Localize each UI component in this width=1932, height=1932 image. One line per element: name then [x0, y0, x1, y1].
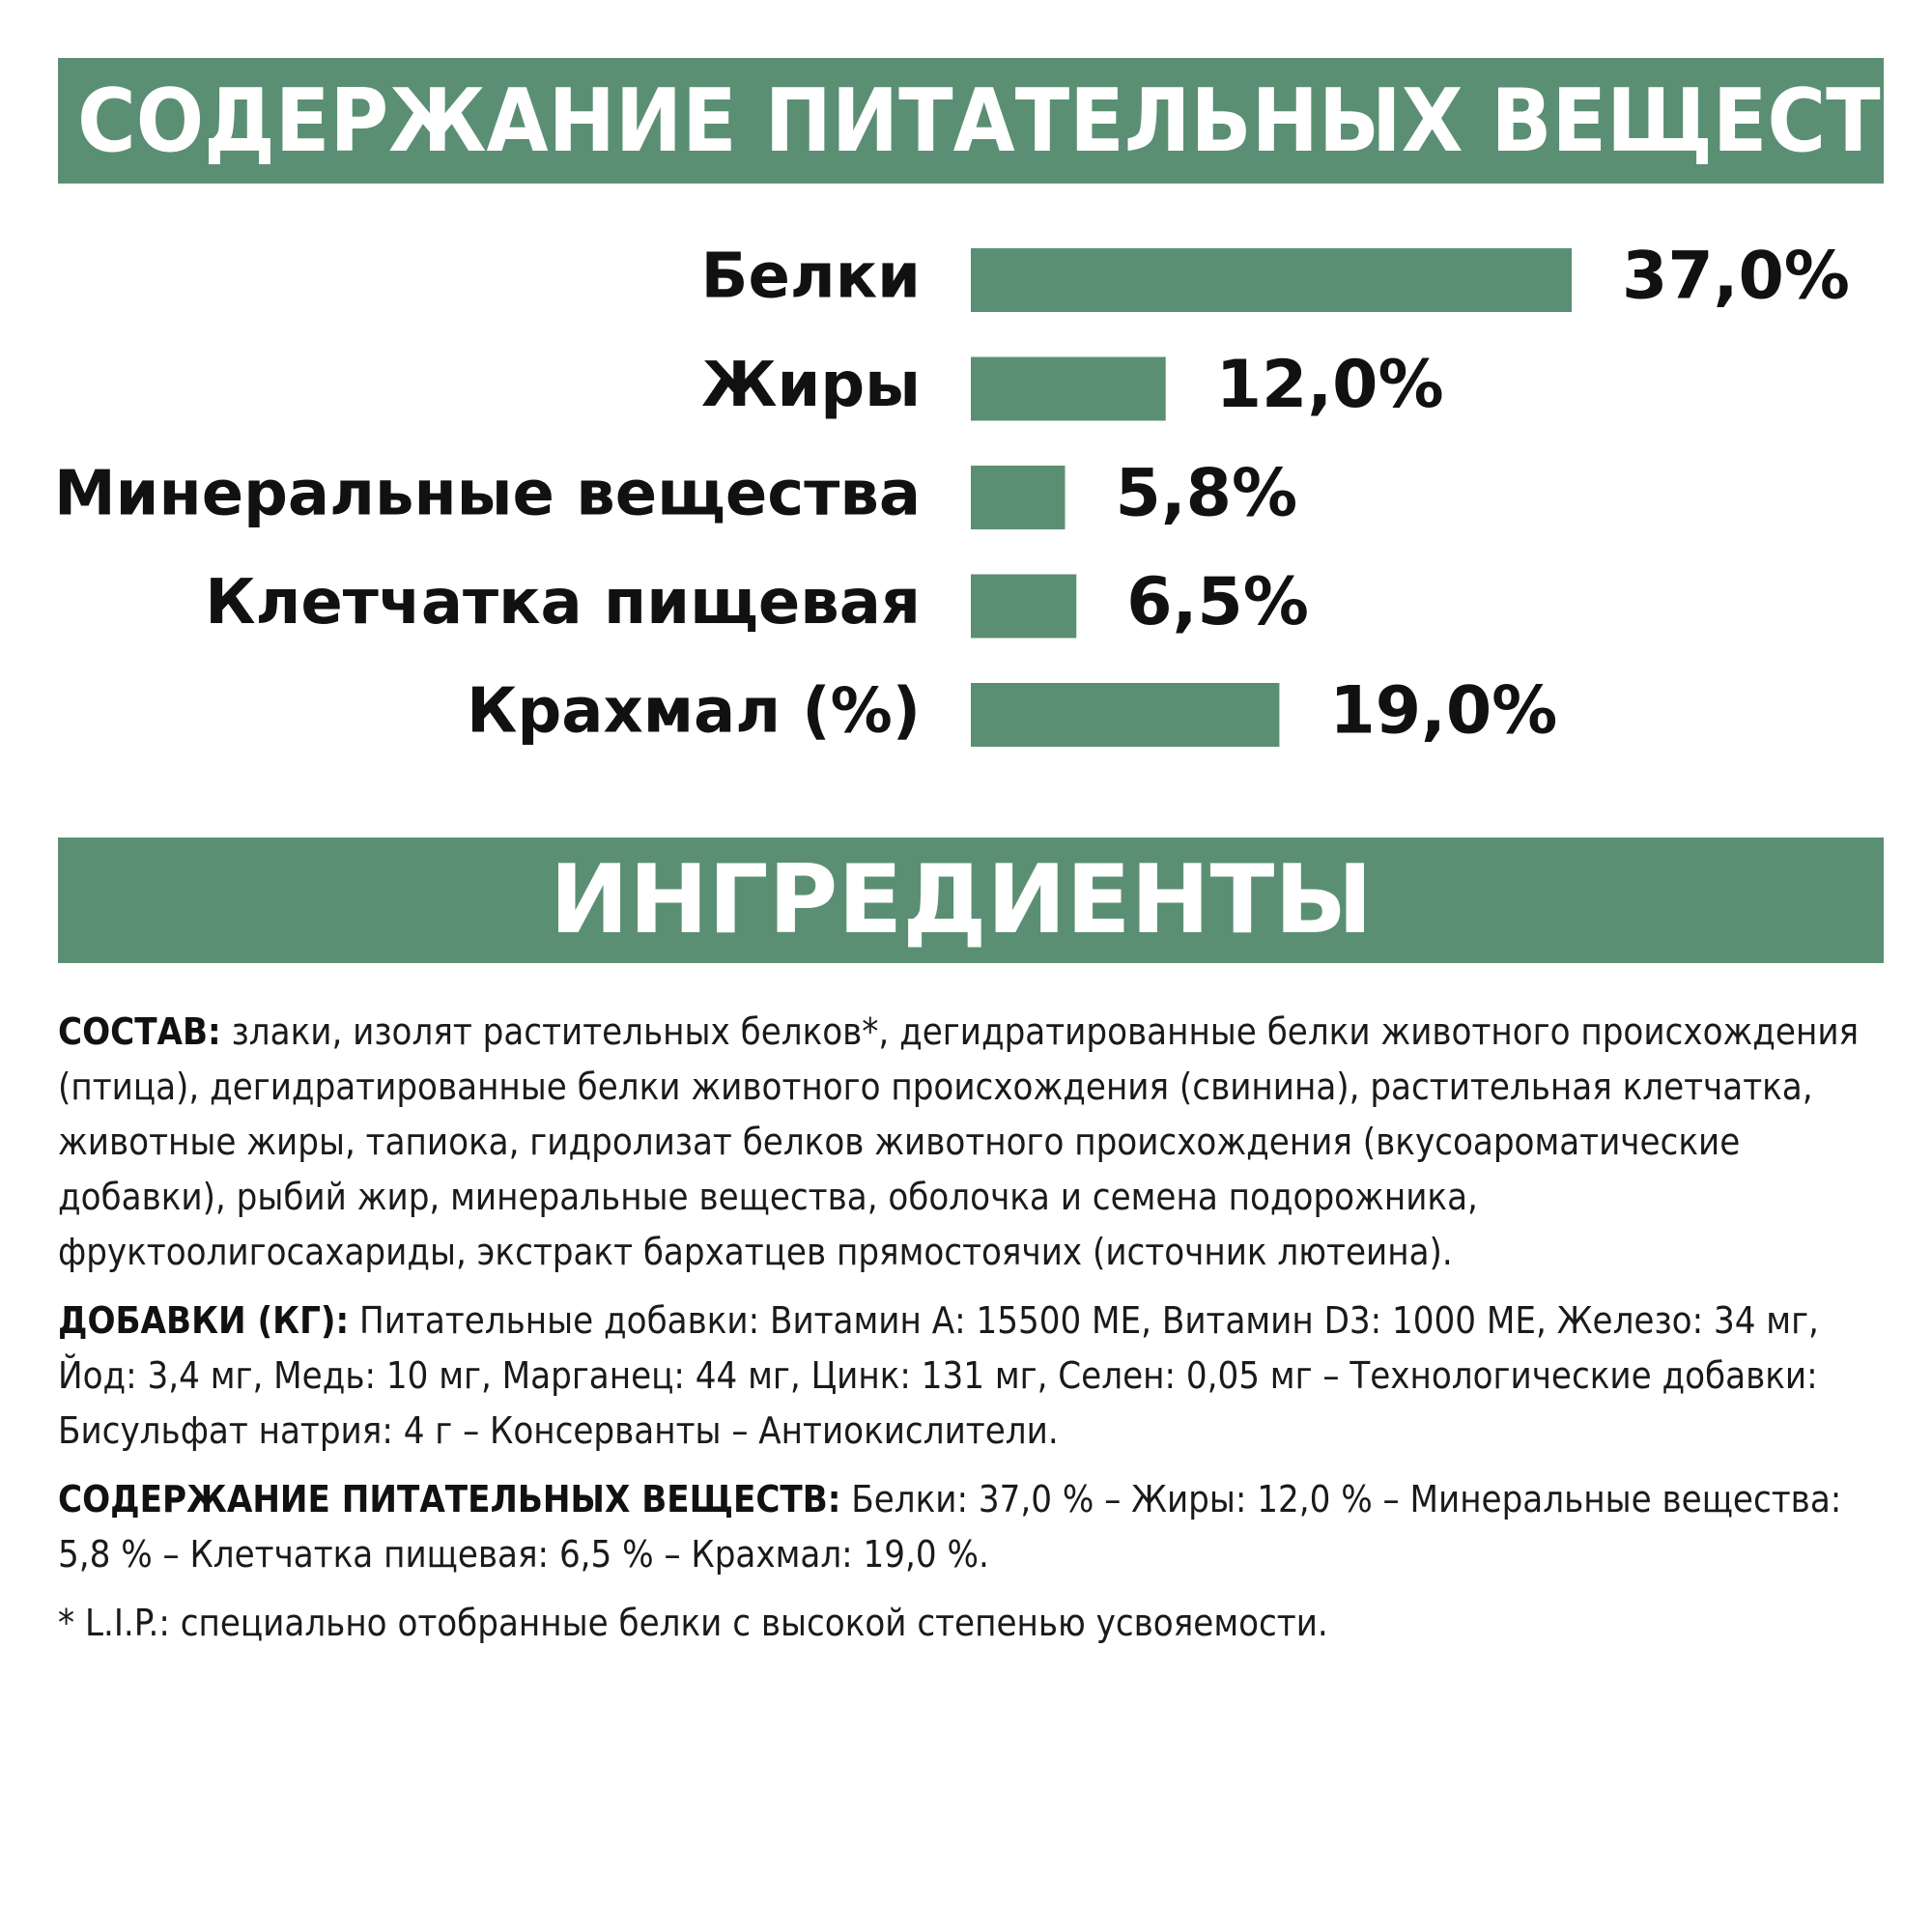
value-label: 5,8% — [1116, 456, 1298, 532]
ingredients-header-title: ИНГРЕДИЕНТЫ — [550, 845, 1373, 955]
bar — [971, 356, 1166, 421]
ingredients-header-banner: ИНГРЕДИЕНТЫ — [58, 838, 1884, 963]
nutrients-header-title: СОДЕРЖАНИЕ ПИТАТЕЛЬНЫХ ВЕЩЕСТВ — [77, 70, 1884, 172]
additives-label: ДОБАВКИ (КГ): — [58, 1299, 350, 1342]
nutrients-label: СОДЕРЖАНИЕ ПИТАТЕЛЬНЫХ ВЕЩЕСТВ: — [58, 1478, 841, 1520]
category-label: Белки — [701, 242, 921, 313]
composition-label: СОСТАВ: — [58, 1010, 221, 1053]
composition-paragraph: СОСТАВ: злаки, изолят растительных белко… — [58, 1005, 1884, 1280]
nutrients-header-banner: СОДЕРЖАНИЕ ПИТАТЕЛЬНЫХ ВЕЩЕСТВ — [58, 58, 1884, 184]
value-label: 12,0% — [1216, 347, 1444, 423]
value-label: 19,0% — [1329, 673, 1557, 750]
additives-paragraph: ДОБАВКИ (КГ): Питательные добавки: Витам… — [58, 1293, 1884, 1459]
category-label: Клетчатка пищевая — [205, 567, 921, 639]
nutrients-text: Белки: 37,0 % – Жиры: 12,0 % – Минеральн… — [58, 1478, 1842, 1576]
category-label: Крахмал (%) — [467, 676, 921, 748]
nutrient-bar-chart: Белки 37,0% Жиры 12,0% Минеральные вещества 5… — [54, 239, 1850, 750]
bar — [971, 466, 1065, 529]
value-label: 37,0% — [1622, 239, 1850, 315]
composition-text: злаки, изолят растительных белков*, деги… — [58, 1010, 1860, 1273]
bar — [971, 683, 1280, 747]
footnote: * L.I.P.: специально отобранные белки с … — [58, 1602, 1328, 1644]
bar — [971, 248, 1572, 312]
category-label: Жиры — [701, 350, 921, 421]
ingredients-section: СОСТАВ: злаки, изолят растительных белко… — [58, 1005, 1884, 1664]
bar — [971, 574, 1077, 639]
additives-text: Питательные добавки: Витамин А: 15500 МЕ… — [58, 1299, 1819, 1452]
category-label: Минеральные вещества — [54, 459, 921, 530]
nutrients-paragraph: СОДЕРЖАНИЕ ПИТАТЕЛЬНЫХ ВЕЩЕСТВ: Белки: 3… — [58, 1472, 1884, 1582]
value-label: 6,5% — [1126, 564, 1309, 640]
